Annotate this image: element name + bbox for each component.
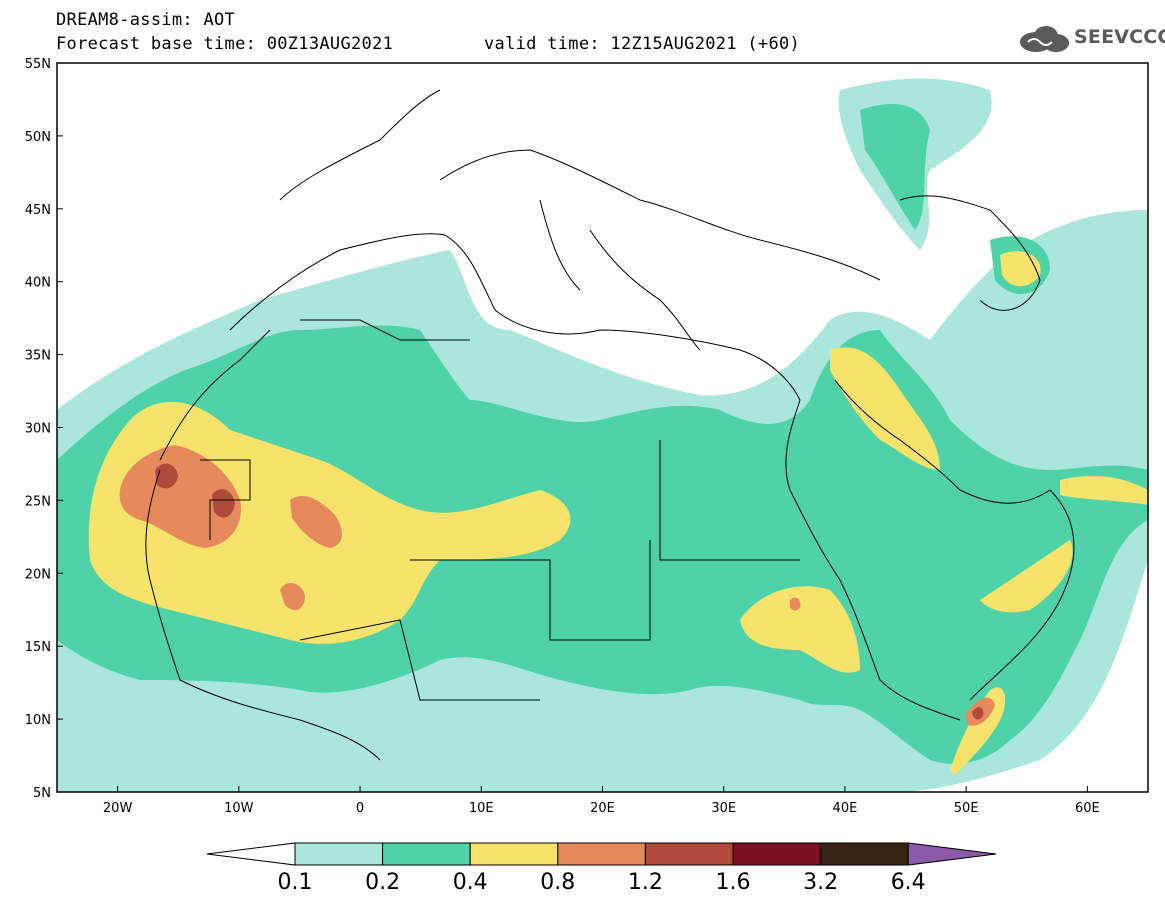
map-frame bbox=[56, 62, 1149, 793]
lat-label: 5N bbox=[33, 786, 51, 801]
colorbar bbox=[206, 842, 997, 866]
colorbar-segment bbox=[732, 842, 822, 866]
colorbar-segment bbox=[382, 842, 471, 866]
lat-label: 15N bbox=[25, 640, 51, 655]
colorbar-label: 3.2 bbox=[803, 870, 838, 895]
colorbar-label: 1.6 bbox=[716, 870, 751, 895]
colorbar-segment bbox=[557, 842, 646, 866]
aot-band-orange bbox=[119, 445, 995, 726]
logo-text: SEEVCCC bbox=[1074, 26, 1165, 48]
colorbar-segment bbox=[820, 842, 909, 866]
colorbar-segment bbox=[469, 842, 559, 866]
valid-time: valid time: 12Z15AUG2021 (+60) bbox=[484, 34, 801, 54]
lat-label: 25N bbox=[25, 494, 51, 509]
aot-field bbox=[57, 63, 1148, 792]
lon-label: 30E bbox=[711, 801, 736, 816]
longitude-labels: 20W 10W 0 10E 20E 30E 40E 50E 60E bbox=[103, 801, 1100, 816]
map-title: DREAM8-assim: AOT bbox=[56, 10, 236, 30]
aot-band-yellow bbox=[88, 251, 1148, 775]
lon-label: 50E bbox=[954, 801, 979, 816]
lon-label: 20W bbox=[103, 801, 133, 816]
grid-ticks bbox=[57, 63, 1088, 792]
colorbar-label: 0.8 bbox=[540, 870, 575, 895]
lon-label: 20E bbox=[590, 801, 615, 816]
lon-label: 40E bbox=[833, 801, 858, 816]
colorbar-segment bbox=[644, 842, 734, 866]
lat-label: 45N bbox=[25, 203, 51, 218]
colorbar-labels: 0.1 0.2 0.4 0.8 1.2 1.6 3.2 6.4 bbox=[278, 870, 926, 895]
lat-label: 50N bbox=[25, 130, 51, 145]
colorbar-label: 6.4 bbox=[891, 870, 926, 895]
lat-label: 55N bbox=[25, 57, 51, 72]
cloud-logo-icon bbox=[1020, 26, 1069, 52]
latitude-labels: 55N 50N 45N 40N 35N 30N 25N 20N 15N 10N 5N bbox=[25, 57, 51, 801]
colorbar-over-triangle bbox=[907, 842, 997, 866]
colorbar-label: 0.1 bbox=[278, 870, 313, 895]
lon-label: 0 bbox=[356, 801, 364, 816]
lat-label: 40N bbox=[25, 276, 51, 291]
lon-label: 10W bbox=[224, 801, 254, 816]
lat-label: 30N bbox=[25, 422, 51, 437]
colorbar-label: 0.4 bbox=[453, 870, 488, 895]
lat-label: 35N bbox=[25, 349, 51, 364]
lon-label: 60E bbox=[1075, 801, 1100, 816]
forecast-base-time: Forecast base time: 00Z13AUG2021 bbox=[56, 34, 394, 54]
colorbar-label: 1.2 bbox=[628, 870, 663, 895]
colorbar-segment bbox=[294, 842, 384, 866]
lon-label: 10E bbox=[469, 801, 494, 816]
coastlines bbox=[145, 89, 1075, 761]
seevccc-logo: SEEVCCC bbox=[1016, 22, 1165, 56]
lat-label: 20N bbox=[25, 567, 51, 582]
colorbar-under-triangle bbox=[206, 842, 296, 866]
lat-label: 10N bbox=[25, 713, 51, 728]
colorbar-label: 0.2 bbox=[365, 870, 400, 895]
